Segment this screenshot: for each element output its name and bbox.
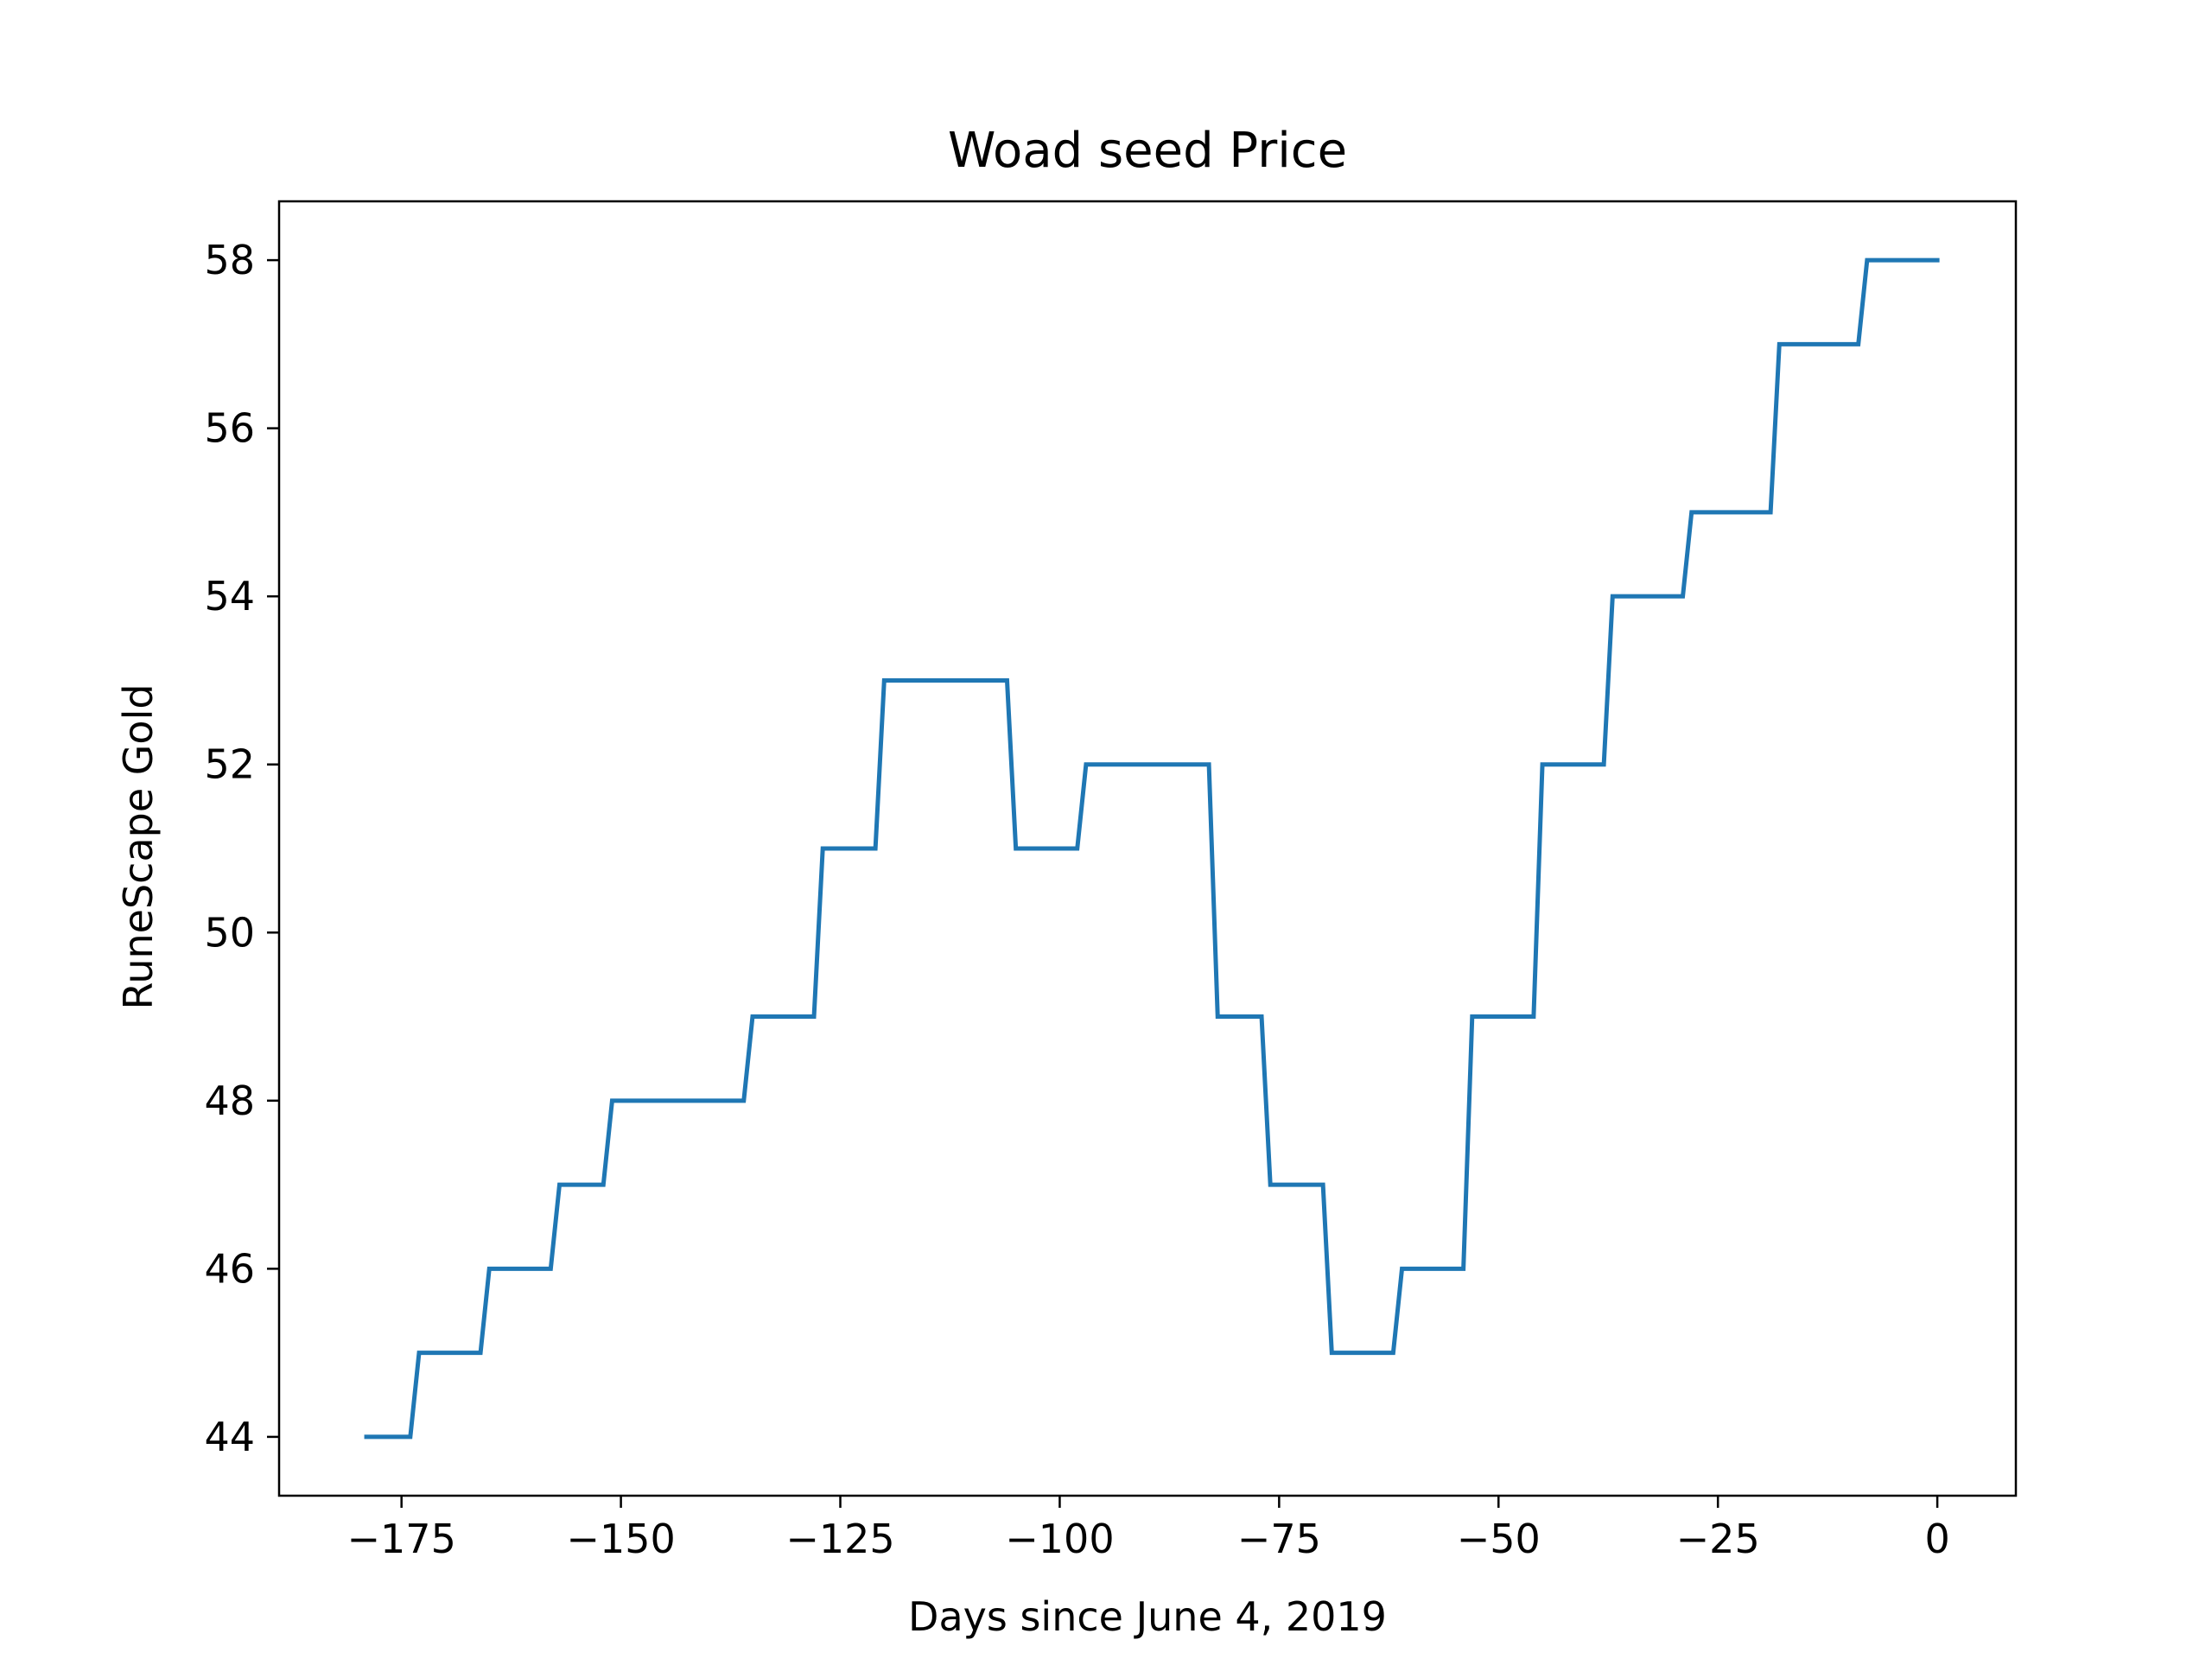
y-axis-label: RuneScape Gold	[115, 683, 162, 1009]
y-axis: 44 46 48 50 52 54 56 58	[204, 237, 279, 1460]
x-axis-label: Days since June 4, 2019	[908, 1593, 1387, 1640]
x-tick-label: −25	[1676, 1516, 1760, 1562]
x-tick-label: −50	[1457, 1516, 1541, 1562]
chart-title: Woad seed Price	[948, 123, 1347, 179]
y-tick-label: 58	[204, 237, 255, 283]
x-tick-label: 0	[1924, 1516, 1949, 1562]
y-tick-label: 46	[204, 1245, 255, 1292]
y-tick-label: 44	[204, 1414, 255, 1460]
y-tick-label: 52	[204, 741, 255, 788]
x-tick-label: −150	[566, 1516, 675, 1562]
x-tick-label: −125	[785, 1516, 894, 1562]
x-tick-label: −75	[1237, 1516, 1321, 1562]
y-tick-label: 50	[204, 909, 255, 956]
series-line	[364, 257, 1940, 1440]
y-tick-label: 54	[204, 573, 255, 620]
y-tick-label: 56	[204, 405, 255, 452]
x-axis: −175 −150 −125 −100 −75 −50 −25 0	[347, 1496, 1950, 1562]
plot-area	[277, 200, 2018, 1497]
y-tick-label: 48	[204, 1077, 255, 1124]
axes-frame	[277, 200, 2018, 1497]
x-tick-label: −100	[1005, 1516, 1114, 1562]
x-tick-label: −175	[347, 1516, 456, 1562]
